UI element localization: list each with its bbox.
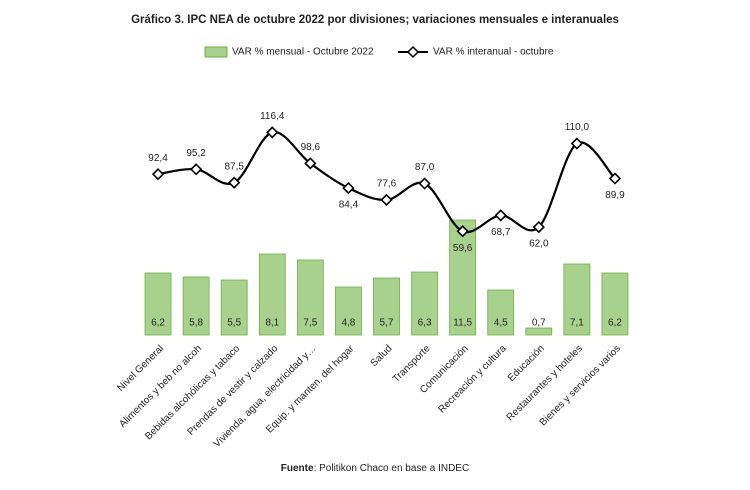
bar (335, 286, 362, 336)
chart-title: Gráfico 3. IPC NEA de octubre 2022 por d… (131, 14, 619, 26)
bar (563, 263, 591, 336)
bar (601, 272, 629, 336)
source-text: : Politikon Chaco en base a INDEC (314, 463, 470, 474)
bar-value-label: 5,8 (189, 318, 203, 329)
bar (220, 279, 248, 336)
line-marker (418, 177, 431, 190)
bar-value-label: 4,8 (341, 318, 355, 329)
line-marker (570, 137, 584, 150)
source: Fuente: Politikon Chaco en base a INDEC (281, 463, 469, 474)
line-marker (266, 126, 279, 139)
bar (525, 327, 553, 336)
bar-value-label: 4,5 (494, 318, 508, 329)
x-tick-label: Educación (506, 343, 547, 384)
line-marker (189, 163, 203, 176)
line-value-label: 84,4 (339, 200, 359, 211)
line-value-label: 77,6 (377, 179, 397, 190)
line-value-label: 62,0 (529, 239, 549, 250)
line-value-label: 110,0 (565, 122, 590, 133)
x-tick-label: Bienes y servicios varios (538, 343, 623, 428)
legend-marker (406, 45, 420, 59)
x-tick-label: Recreación y cultura (436, 343, 509, 416)
line-marker (608, 172, 622, 185)
source-label: Fuente (281, 463, 314, 474)
legend-label: VAR % interanual - octubre (433, 47, 554, 58)
x-tick-label: Salud (369, 343, 395, 369)
line-value-label: 98,6 (301, 142, 321, 153)
bar (182, 276, 210, 336)
legend-swatch (204, 46, 228, 58)
line-value-label: 92,4 (148, 153, 168, 164)
bar-value-label: 5,5 (227, 318, 241, 329)
line-marker (342, 181, 355, 195)
line-value-label: 116,4 (260, 111, 285, 122)
bar (296, 259, 324, 336)
bar-value-label: 6,2 (608, 318, 622, 329)
line-value-label: 87,5 (224, 161, 244, 172)
line-marker (532, 220, 545, 234)
bar-value-label: 8,1 (265, 318, 279, 329)
bar (144, 272, 172, 336)
bar-value-label: 6,3 (418, 318, 432, 329)
bar (258, 253, 286, 336)
line-value-label: 87,0 (415, 162, 435, 173)
line-value-label: 89,9 (605, 190, 625, 201)
legend-label: VAR % mensual - Octubre 2022 (232, 47, 374, 58)
line-value-label: 95,2 (186, 148, 206, 159)
bar (373, 277, 400, 336)
line-marker (151, 168, 165, 181)
bar-value-label: 7,5 (303, 318, 317, 329)
line-value-label: 68,7 (491, 227, 511, 238)
bar-value-label: 0,7 (532, 318, 546, 329)
line-marker (380, 193, 393, 207)
bar-value-label: 7,1 (570, 318, 584, 329)
x-tick-label: Restaurantes y hoteles (505, 343, 585, 423)
line-marker (228, 176, 241, 189)
bar-value-label: 11,5 (453, 318, 472, 329)
line-marker (494, 209, 507, 222)
line-value-label: 59,6 (453, 243, 473, 254)
bar-value-label: 5,7 (380, 318, 394, 329)
line-marker (304, 157, 317, 170)
line-marker (456, 225, 469, 238)
bar (411, 271, 438, 336)
bar (487, 289, 515, 336)
bar-value-label: 6,2 (151, 318, 165, 329)
bar (449, 219, 477, 336)
